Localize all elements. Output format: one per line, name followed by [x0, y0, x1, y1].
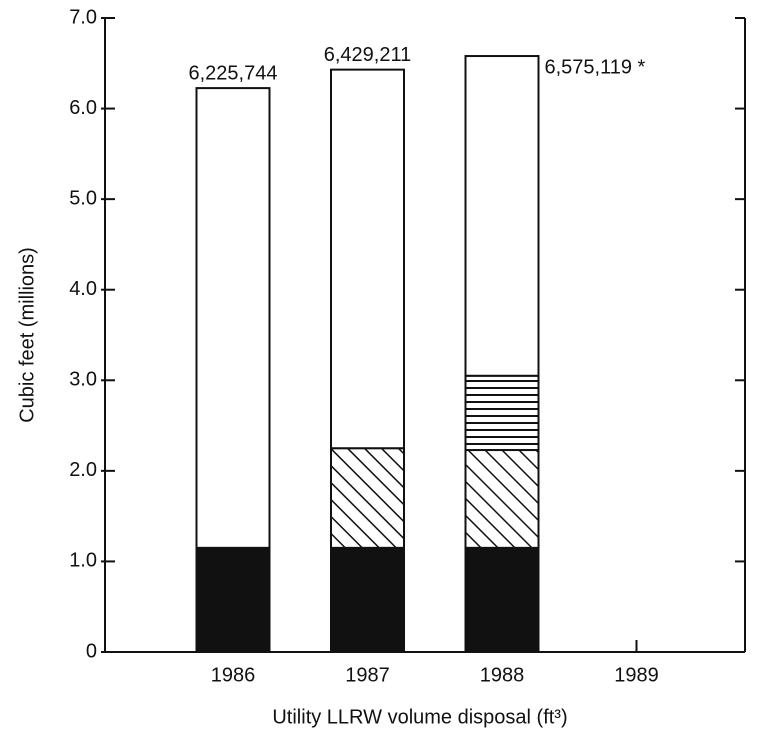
bar-segment [464, 449, 540, 549]
y-tick-label: 0 [86, 640, 97, 662]
y-axis-label: Cubic feet (millions) [16, 247, 38, 423]
x-axis-label: Utility LLRW volume disposal (ft³) [272, 706, 567, 728]
total-label: 6,429,211 [324, 44, 412, 66]
bar-segment [330, 447, 405, 549]
x-tick-label: 1986 [211, 664, 256, 686]
bar-segment [464, 374, 540, 452]
y-tick-label: 5.0 [69, 187, 97, 209]
y-tick-label: 7.0 [69, 6, 97, 28]
bar-segment [464, 546, 540, 653]
y-tick-label: 6.0 [69, 97, 97, 119]
x-tick-label: 1988 [480, 664, 525, 686]
bar-segment [330, 546, 405, 653]
y-tick-label: 2.0 [69, 459, 97, 481]
total-label: 6,225,744 [189, 62, 278, 84]
bar-segment [464, 55, 540, 377]
bar-segment [195, 87, 271, 549]
x-tick-label: 1987 [345, 664, 390, 686]
x-tick-label: 1989 [614, 664, 659, 686]
y-tick-label: 1.0 [69, 550, 97, 572]
bar-segment [330, 68, 405, 450]
y-tick-label: 4.0 [69, 278, 97, 300]
total-label: 6,575,119 * [545, 56, 646, 78]
y-tick-label: 3.0 [69, 369, 97, 391]
bar-segment [195, 546, 271, 653]
